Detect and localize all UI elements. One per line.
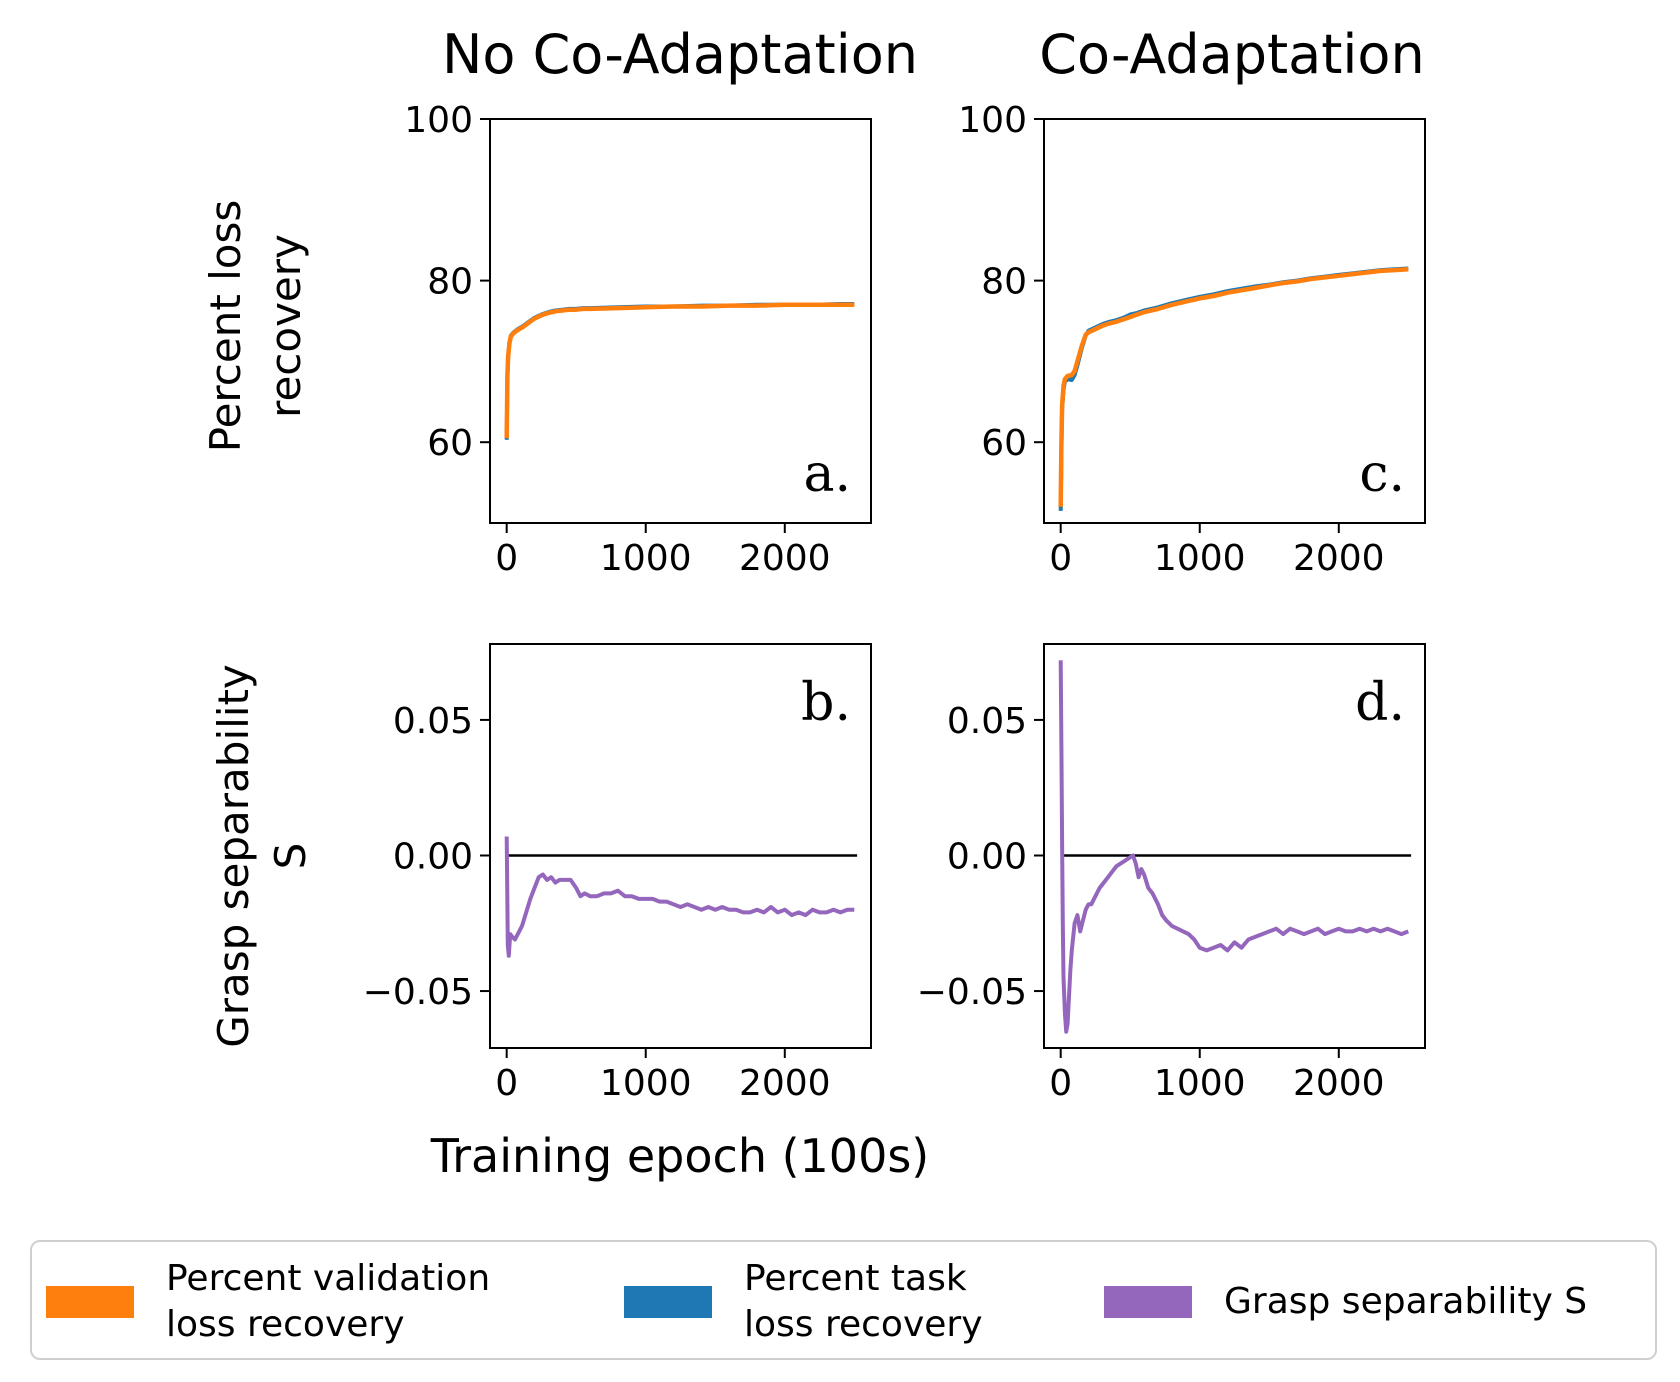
panel-d: 0 1000 2000 −0.05 0.00 0.05 d. (917, 643, 1426, 1104)
percent-task-loss-recovery-line (1058, 266, 1409, 511)
x-tick-label: 0 (1049, 1063, 1072, 1104)
ylabel-bottom-line2: S (266, 843, 315, 870)
x-tick-label: 1000 (1154, 538, 1246, 579)
y-tick-label: −0.05 (363, 972, 473, 1013)
panel-letter: d. (1355, 673, 1405, 733)
percent-validation-loss-recovery-line (504, 302, 855, 439)
x-tick-label: 0 (495, 1063, 518, 1104)
legend-swatch-task (624, 1286, 712, 1318)
axes-frame (1043, 118, 1426, 524)
x-tick-label: 2000 (1293, 1063, 1385, 1104)
x-tick-label: 2000 (739, 538, 831, 579)
legend-swatch-validation (46, 1286, 134, 1318)
x-tick-label: 0 (1049, 538, 1072, 579)
y-tick-label: 100 (404, 100, 473, 141)
column-title-coadaptation: Co-Adaptation (1039, 23, 1424, 86)
percent-task-loss-recovery-line (504, 302, 855, 440)
panel-letter: b. (801, 673, 851, 733)
grasp-separability-s-line (504, 836, 855, 958)
chart-canvas: No Co-Adaptation Co-Adaptation Percent l… (201, 23, 1426, 1183)
panel-letter: a. (803, 444, 851, 504)
panel-c: 0 1000 2000 60 80 100 c. (958, 100, 1426, 579)
legend-label-validation: Percent validation loss recovery (166, 1258, 491, 1345)
panel-b: 0 1000 2000 −0.05 0.00 0.05 b. (363, 643, 872, 1104)
y-tick-label: 0.00 (947, 836, 1027, 877)
legend-item-separability: Grasp separability S (1104, 1242, 1587, 1362)
ylabel-top-line1: Percent loss (201, 200, 250, 453)
legend-item-task: Percent task loss recovery (624, 1242, 983, 1362)
y-tick-label: 100 (958, 100, 1027, 141)
axes-frame (1043, 643, 1426, 1049)
legend-swatch-separability (1104, 1286, 1192, 1318)
y-tick-label: 0.00 (393, 836, 473, 877)
x-tick-label: 1000 (600, 1063, 692, 1104)
percent-validation-loss-recovery-line (1058, 267, 1409, 507)
x-tick-label: 0 (495, 538, 518, 579)
x-tick-label: 1000 (600, 538, 692, 579)
y-tick-label: 80 (427, 262, 473, 303)
xlabel-training-epoch: Training epoch (100s) (430, 1129, 930, 1183)
y-tick-label: 80 (981, 262, 1027, 303)
y-tick-label: 60 (427, 423, 473, 464)
y-tick-label: 0.05 (947, 701, 1027, 742)
y-tick-label: 0.05 (393, 701, 473, 742)
axes-frame (489, 118, 872, 524)
grasp-separability-s-line (1058, 660, 1410, 1034)
column-title-no-coadaptation: No Co-Adaptation (442, 23, 918, 86)
legend-label-task: Percent task loss recovery (744, 1258, 983, 1345)
panel-a: 0 1000 2000 60 80 100 a. (404, 100, 872, 579)
y-tick-label: 60 (981, 423, 1027, 464)
x-tick-label: 1000 (1154, 1063, 1246, 1104)
legend: Percent validation loss recovery Percent… (30, 1240, 1657, 1360)
x-tick-label: 2000 (1293, 538, 1385, 579)
x-tick-label: 2000 (739, 1063, 831, 1104)
legend-label-separability: Grasp separability S (1224, 1281, 1588, 1322)
axes-frame (489, 643, 872, 1049)
ylabel-top-line2: recovery (261, 234, 310, 418)
y-tick-label: −0.05 (917, 972, 1027, 1013)
legend-item-validation: Percent validation loss recovery (46, 1242, 490, 1362)
ylabel-bottom-line1: Grasp separability (209, 664, 258, 1048)
panel-letter: c. (1359, 444, 1405, 504)
